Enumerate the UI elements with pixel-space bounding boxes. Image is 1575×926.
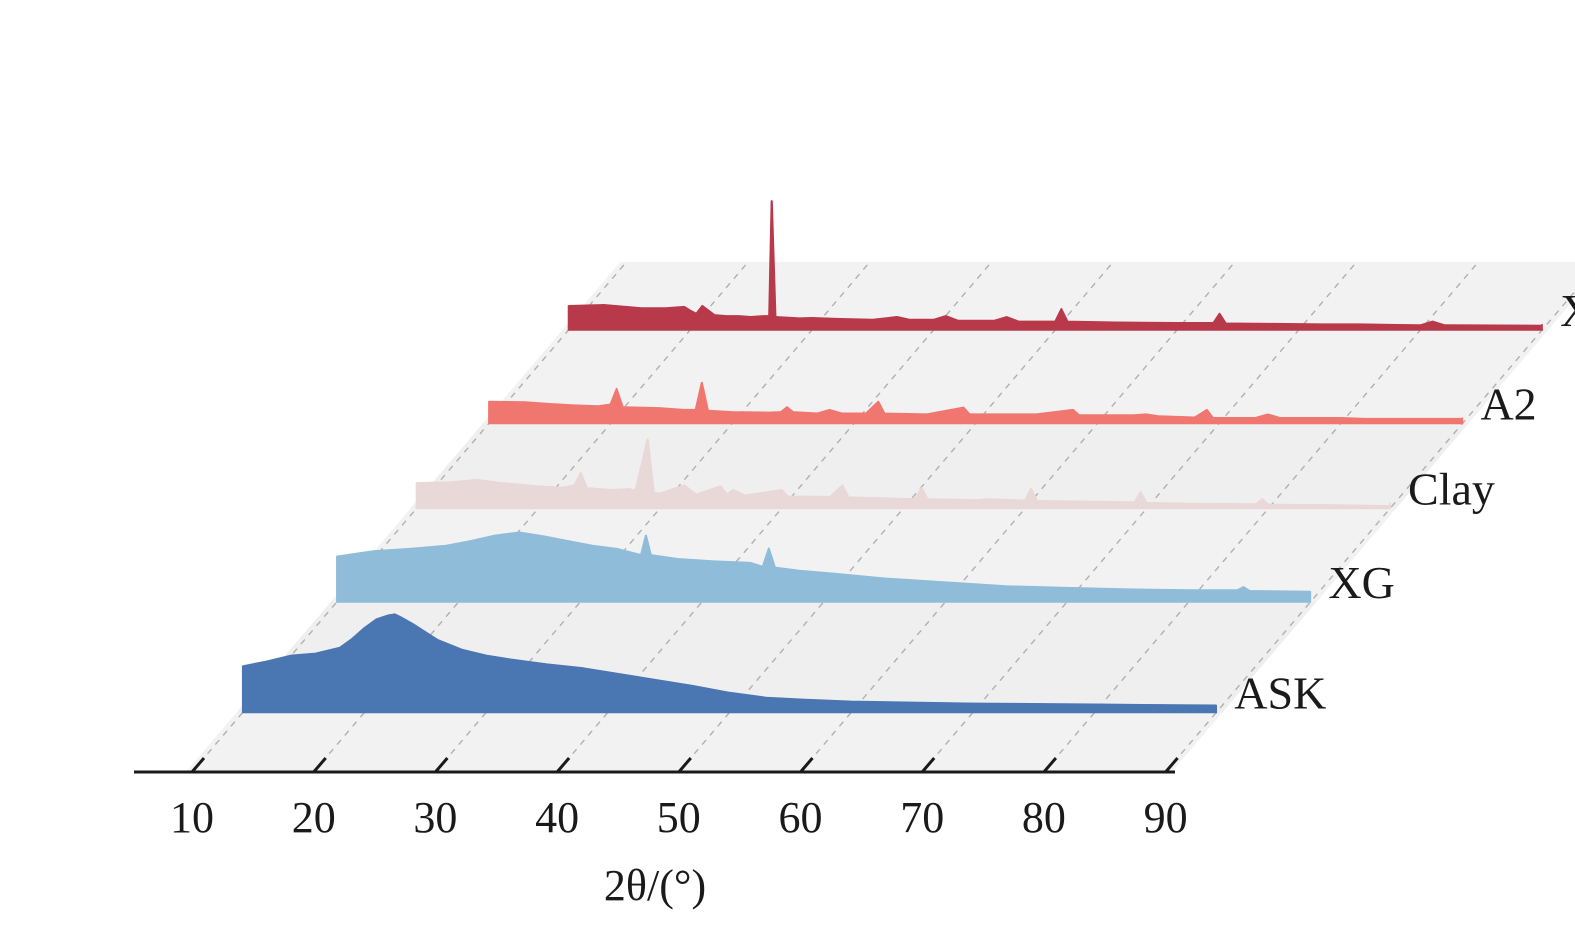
x-axis: 10 20 30 40 50 60 70 80 90 [134, 757, 1188, 842]
x-tick-label: 80 [1022, 793, 1066, 842]
gridline [1043, 261, 1479, 773]
x-tick-label: 70 [900, 793, 944, 842]
x-tick-label: 30 [413, 793, 457, 842]
x-tick [1042, 757, 1058, 773]
gridline [678, 261, 1114, 773]
series-label-xg: XG [1328, 557, 1394, 608]
series-line-x2 [568, 200, 1543, 327]
series-line-xg [336, 531, 1311, 593]
series-label-clay: Clay [1408, 464, 1495, 515]
x-tick [555, 757, 571, 773]
series-areas [241, 200, 1543, 714]
gridline [1165, 290, 1575, 773]
series-line-a2 [488, 381, 1463, 421]
x-tick-label: 20 [292, 793, 336, 842]
x-tick-label: 40 [535, 793, 579, 842]
gridline [799, 261, 1236, 773]
series-line-clay [416, 438, 1391, 508]
x-tick [921, 757, 936, 773]
x-tick [312, 757, 327, 773]
x-tick [677, 757, 692, 773]
x-tick [799, 757, 814, 773]
x-tick [190, 757, 206, 773]
series-label-x2: X2 [1560, 285, 1575, 336]
x-axis-label: 2θ/(°) [604, 861, 706, 910]
series-label-a2: A2 [1480, 379, 1536, 430]
x-tick-label: 90 [1144, 793, 1188, 842]
x-tick [1164, 757, 1179, 773]
backdrop-plane [482, 262, 1575, 424]
x-tick [434, 757, 449, 773]
series-line-ask [242, 613, 1217, 707]
series-label-ask: ASK [1234, 668, 1326, 719]
x-tick-label: 10 [170, 793, 214, 842]
series-labels: X2 A2 Clay XG ASK [1234, 285, 1575, 719]
x-tick-label: 50 [657, 793, 701, 842]
x-tick-label: 60 [779, 793, 823, 842]
gridline [921, 261, 1358, 773]
